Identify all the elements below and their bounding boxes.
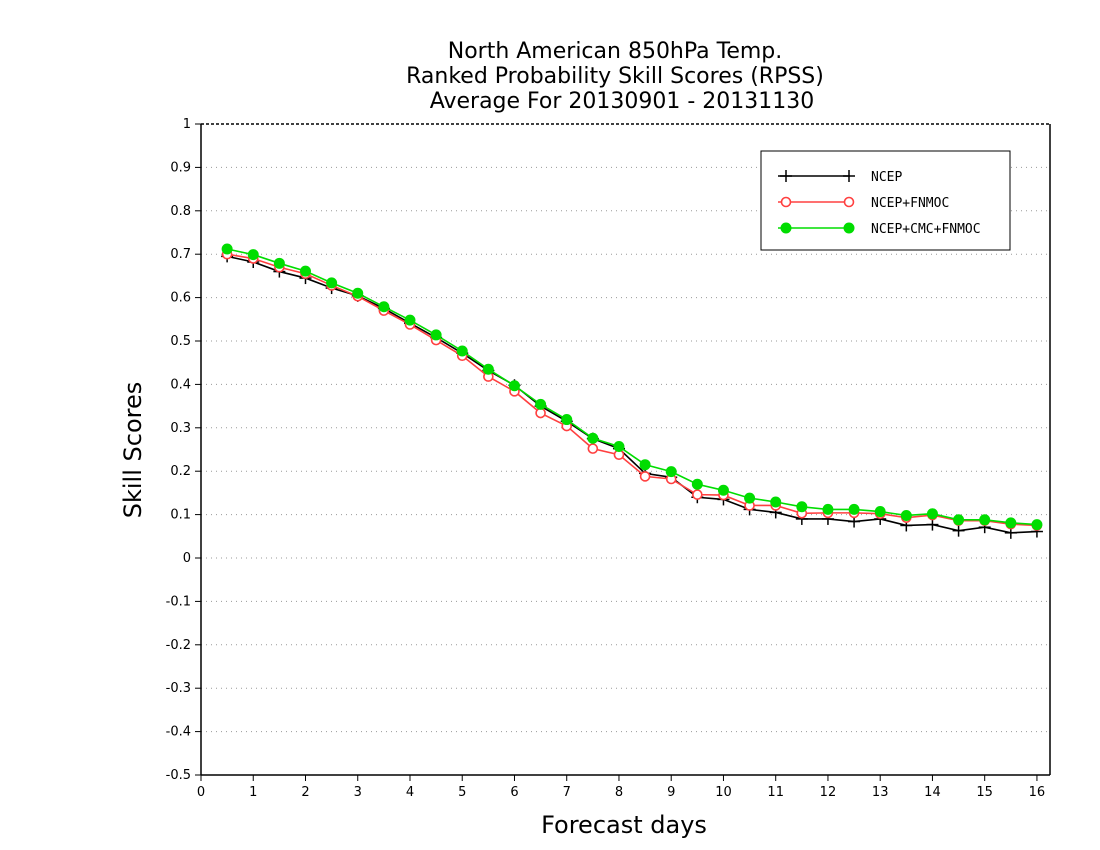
x-tick-label: 10 — [715, 785, 732, 800]
data-point — [535, 407, 546, 419]
axes: -0.5 -0.4 -0.3 -0.2 -0.1 0 0.1 0.2 0.3 0.4 0.5 0.6 0… — [166, 117, 1051, 800]
x-axis-label: Forecast days — [541, 811, 707, 839]
data-point — [848, 503, 860, 515]
y-tick-label: 0.1 — [170, 508, 191, 523]
x-tick-label: 12 — [820, 785, 837, 800]
x-tick-label: 13 — [872, 785, 889, 800]
x-tick-label: 5 — [458, 785, 466, 800]
data-point — [926, 518, 939, 531]
legend-entry-label: NCEP+CMC+FNMOC — [871, 222, 981, 237]
data-point — [613, 440, 625, 452]
y-tick-label: 1 — [183, 117, 191, 132]
y-axis-label: Skill Scores — [119, 382, 147, 519]
data-point — [456, 345, 468, 357]
legend-marker — [780, 222, 792, 234]
legend-entry-label: NCEP — [871, 170, 902, 185]
x-tick-label: 11 — [767, 785, 784, 800]
data-point — [482, 363, 494, 375]
series-2 — [221, 248, 1043, 531]
data-point — [665, 466, 677, 478]
series-layer — [221, 243, 1043, 539]
data-point — [430, 329, 442, 341]
y-tick-label: 0.9 — [170, 160, 191, 175]
legend-marker — [843, 222, 855, 234]
y-tick-label: 0.3 — [170, 421, 191, 436]
x-tick-label: 1 — [249, 785, 257, 800]
data-point — [979, 514, 991, 526]
data-point — [639, 459, 651, 471]
y-tick-label: -0.5 — [166, 768, 191, 783]
series-line — [226, 255, 1037, 534]
y-tick-label: 0.7 — [170, 247, 191, 262]
legend-box — [760, 150, 1011, 251]
data-point — [326, 277, 338, 289]
data-point — [639, 471, 651, 482]
grid-lines — [201, 166, 1050, 776]
data-point — [744, 492, 756, 504]
legend-marker — [780, 170, 792, 182]
data-point — [247, 249, 259, 261]
legend-entry-label: NCEP+FNMOC — [871, 196, 949, 211]
data-point — [221, 243, 233, 255]
data-point — [822, 503, 834, 515]
data-point — [953, 514, 965, 526]
data-point — [508, 380, 520, 392]
x-tick-label: 9 — [667, 785, 675, 800]
data-point — [273, 257, 285, 269]
data-point — [692, 489, 703, 500]
data-point — [717, 484, 729, 496]
data-point — [587, 443, 599, 454]
data-point — [404, 314, 416, 326]
data-point — [352, 287, 364, 299]
data-point — [299, 265, 311, 277]
y-tick-label: 0.4 — [170, 377, 191, 392]
x-tick-label: 3 — [354, 785, 362, 800]
legend-marker — [843, 170, 855, 182]
legend-marker — [780, 196, 792, 208]
chart-title-line-3: Average For 20130901 - 20131130 — [430, 89, 815, 114]
y-tick-label: -0.3 — [166, 681, 191, 696]
y-tick-label: 0.6 — [170, 291, 191, 306]
data-point — [926, 508, 938, 520]
x-tick-label: 15 — [976, 785, 993, 800]
data-point — [900, 509, 912, 521]
x-tick-label: 2 — [301, 785, 309, 800]
y-tick-label: 0 — [183, 551, 191, 566]
data-point — [770, 496, 782, 508]
y-tick-label: -0.1 — [166, 594, 191, 609]
x-tick-label: 16 — [1029, 785, 1046, 800]
x-tick-label: 6 — [510, 785, 518, 800]
x-tick-label: 7 — [563, 785, 571, 800]
data-point — [1005, 517, 1017, 529]
chart-title: North American 850hPa Temp. Ranked Proba… — [406, 39, 824, 114]
data-point — [691, 478, 703, 490]
y-tick-label: 0.5 — [170, 334, 191, 349]
y-tick-label: -0.2 — [166, 638, 191, 653]
data-point — [1031, 519, 1043, 531]
x-tick-label: 0 — [197, 785, 205, 800]
x-tick-label: 8 — [615, 785, 623, 800]
series-line — [226, 253, 1037, 527]
data-point — [561, 414, 573, 426]
data-point — [587, 432, 599, 444]
chart-title-line-2: Ranked Probability Skill Scores (RPSS) — [406, 64, 824, 89]
legend: NCEP NCEP+FNMOC NCEP+CMC+FNMOC — [760, 150, 1011, 251]
data-point — [535, 398, 547, 410]
data-point — [952, 524, 965, 537]
series-line — [226, 248, 1037, 526]
legend-marker — [843, 196, 855, 208]
chart-title-line-1: North American 850hPa Temp. — [448, 39, 783, 64]
x-tick-label: 14 — [924, 785, 941, 800]
y-tick-label: 0.8 — [170, 204, 191, 219]
series-1 — [221, 250, 1043, 539]
data-point — [874, 506, 886, 518]
data-point — [378, 301, 390, 313]
y-tick-label: 0.2 — [170, 464, 191, 479]
series-3 — [221, 243, 1043, 531]
data-point — [796, 501, 808, 513]
y-tick-label: -0.4 — [166, 725, 191, 740]
x-tick-label: 4 — [406, 785, 414, 800]
